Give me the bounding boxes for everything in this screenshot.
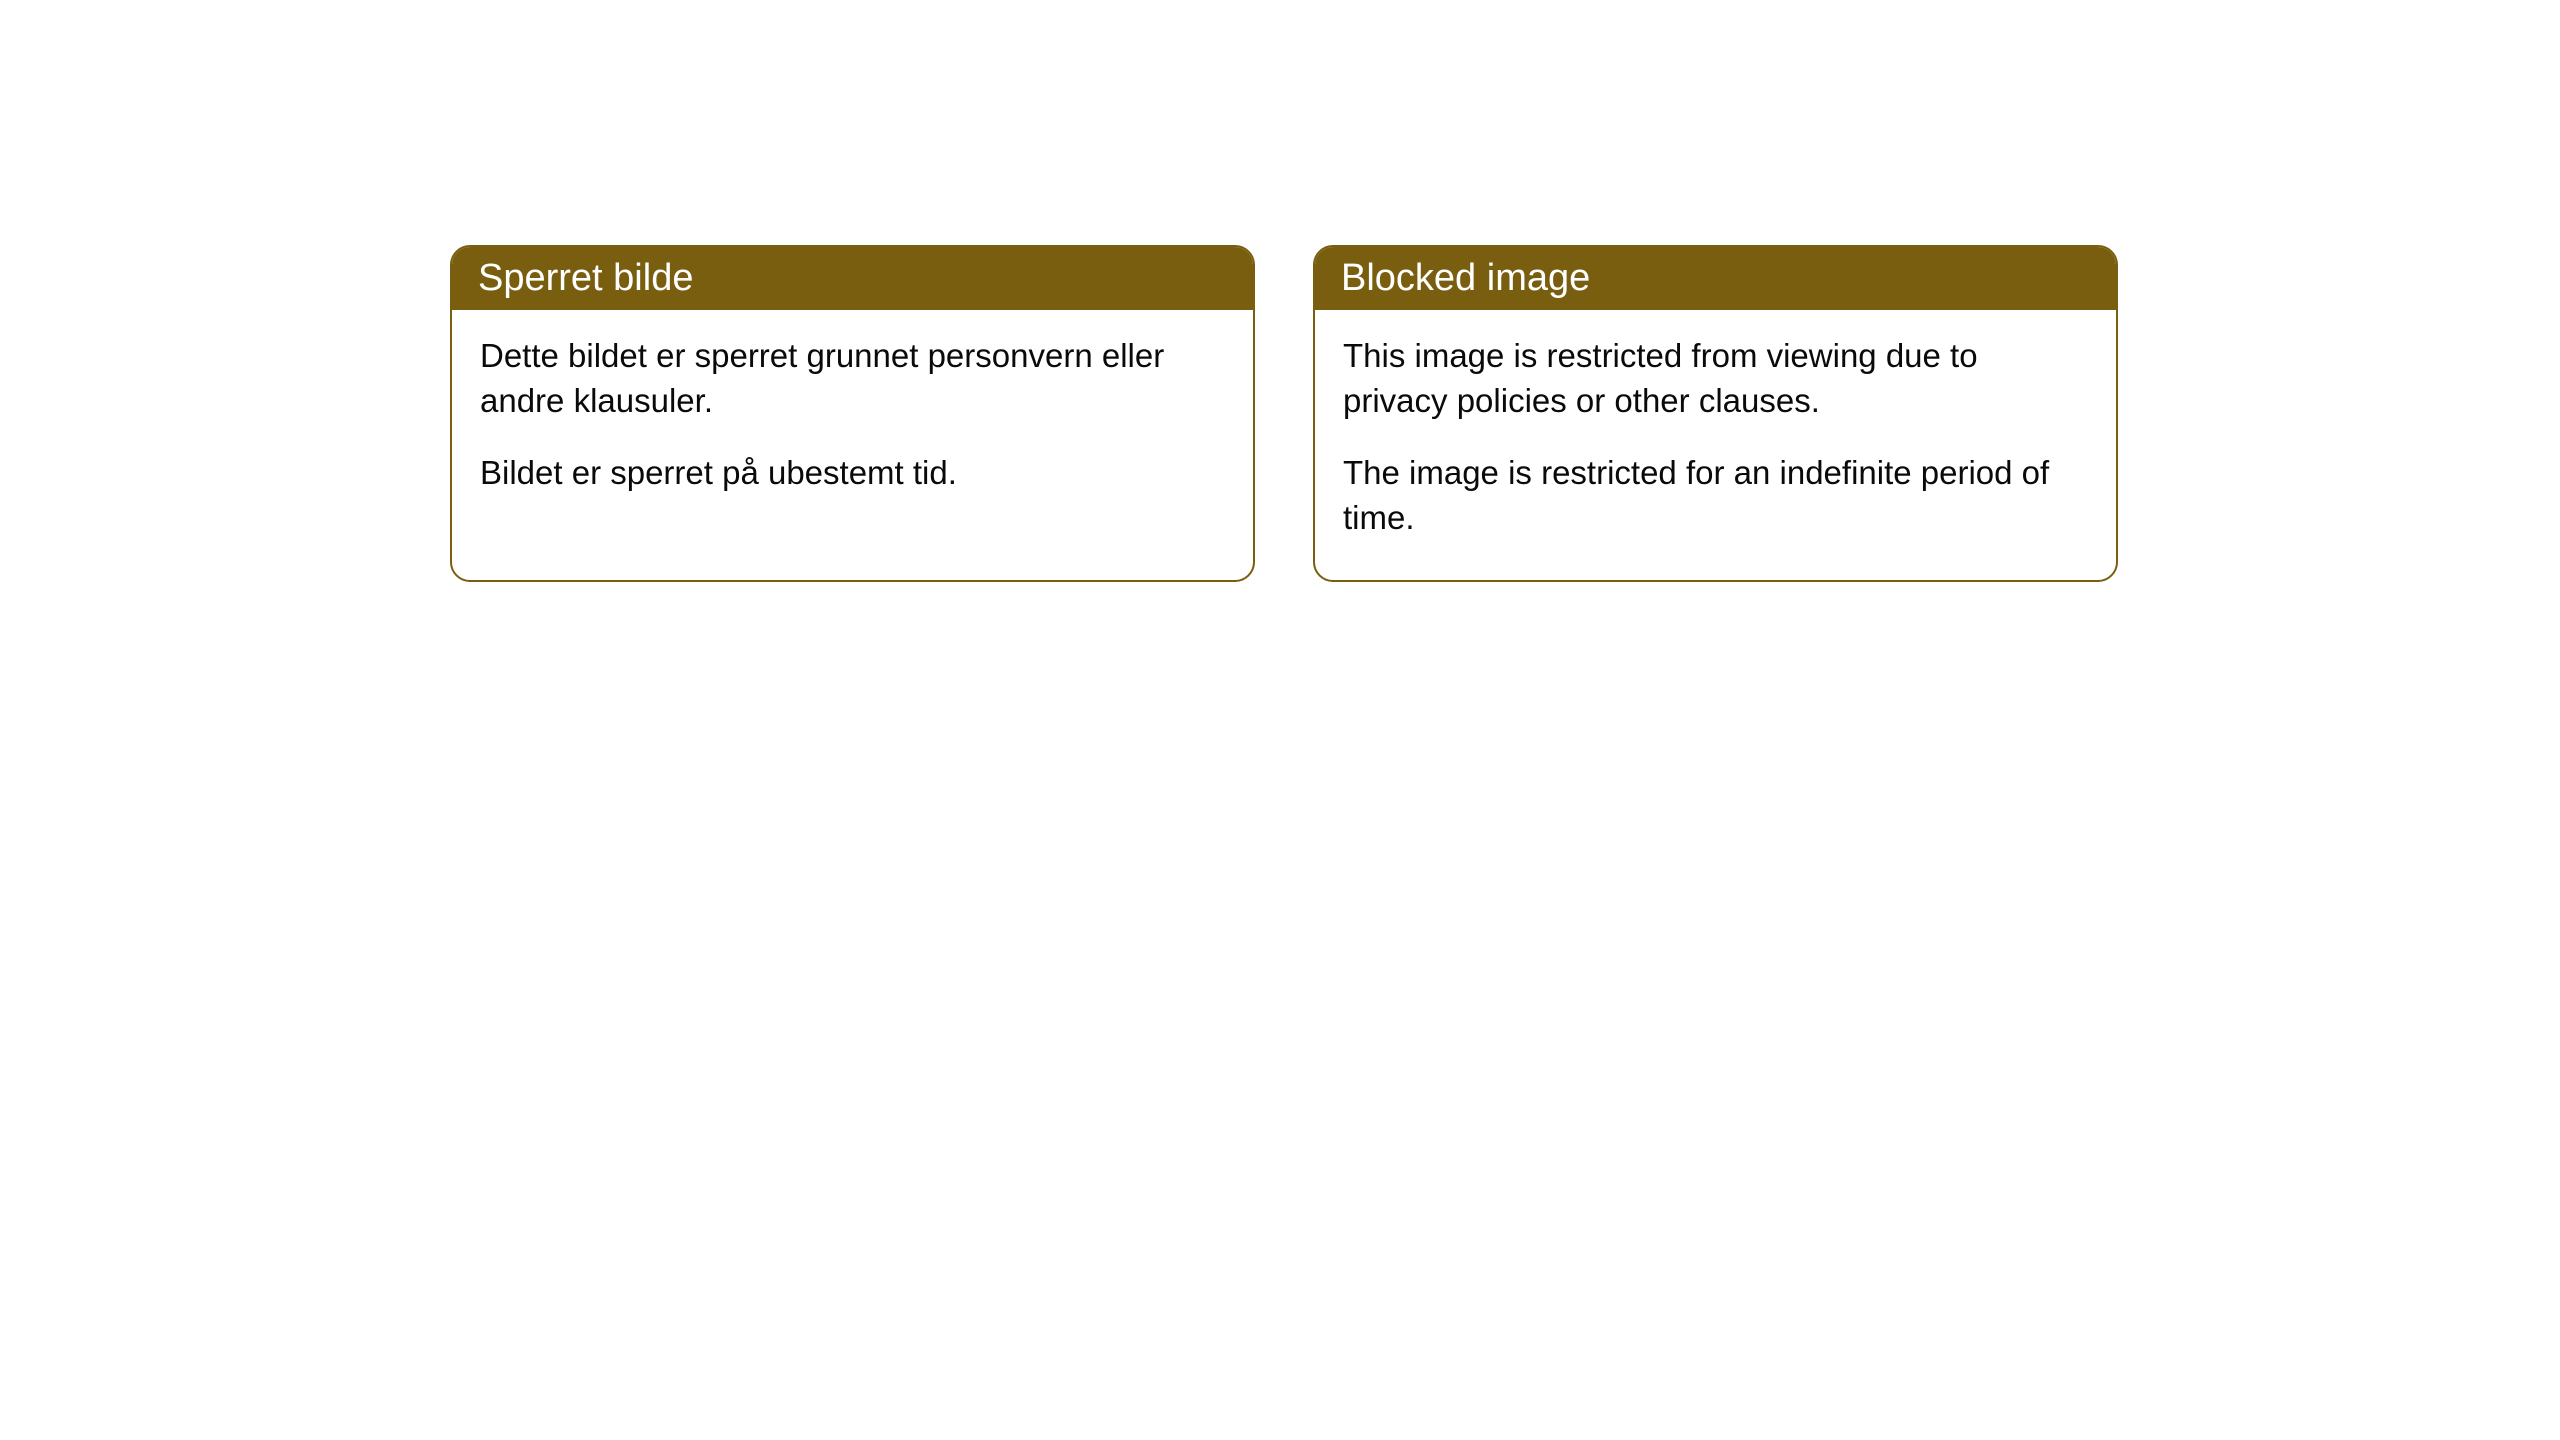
blocked-image-card-en: Blocked image This image is restricted f…: [1313, 245, 2118, 582]
card-paragraph-en-2: The image is restricted for an indefinit…: [1343, 451, 2088, 540]
card-paragraph-en-1: This image is restricted from viewing du…: [1343, 334, 2088, 423]
card-header-no: Sperret bilde: [452, 247, 1253, 310]
cards-container: Sperret bilde Dette bildet er sperret gr…: [450, 245, 2118, 582]
card-paragraph-no-1: Dette bildet er sperret grunnet personve…: [480, 334, 1225, 423]
card-paragraph-no-2: Bildet er sperret på ubestemt tid.: [480, 451, 1225, 496]
card-body-no: Dette bildet er sperret grunnet personve…: [452, 310, 1253, 536]
card-body-en: This image is restricted from viewing du…: [1315, 310, 2116, 580]
card-header-en: Blocked image: [1315, 247, 2116, 310]
blocked-image-card-no: Sperret bilde Dette bildet er sperret gr…: [450, 245, 1255, 582]
